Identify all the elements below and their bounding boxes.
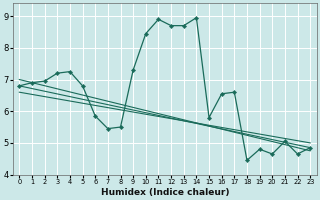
X-axis label: Humidex (Indice chaleur): Humidex (Indice chaleur)	[100, 188, 229, 197]
